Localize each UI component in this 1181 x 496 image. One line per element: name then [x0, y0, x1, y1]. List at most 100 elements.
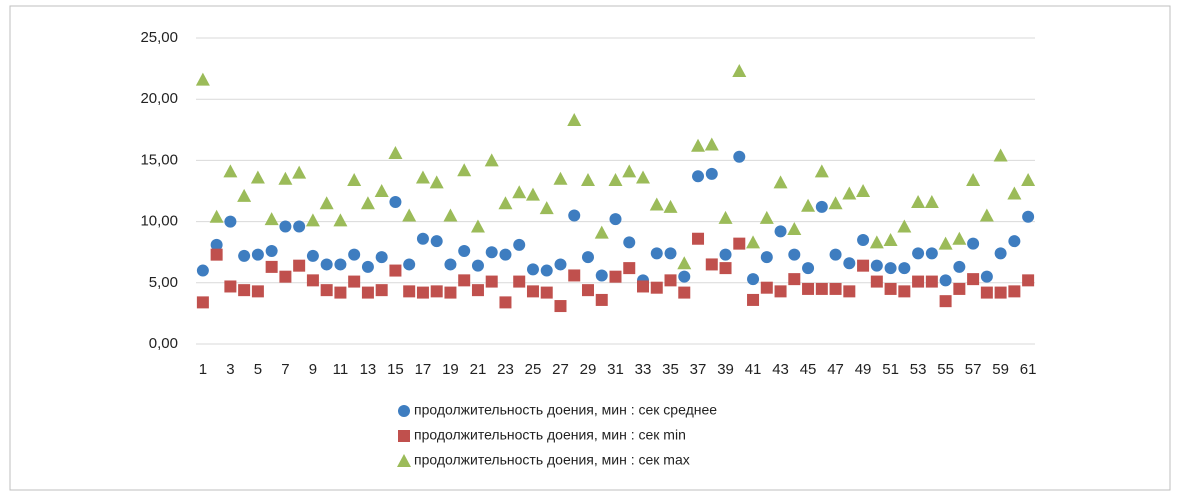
x-tick-label: 43	[772, 361, 789, 378]
marker-square	[650, 281, 663, 294]
marker-square	[843, 285, 856, 298]
marker-triangle	[801, 198, 816, 212]
marker-square	[513, 275, 526, 288]
x-tick-label: 41	[745, 361, 762, 378]
marker-triangle	[622, 164, 637, 178]
x-tick-label: 1	[199, 361, 207, 378]
marker-circle	[815, 200, 828, 213]
x-tick-label: 39	[717, 361, 734, 378]
marker-square	[540, 286, 553, 299]
marker-circle	[458, 244, 471, 257]
marker-circle	[650, 247, 663, 260]
marker-circle	[678, 270, 691, 283]
marker-circle	[857, 233, 870, 246]
marker-square	[760, 281, 773, 294]
marker-square	[774, 285, 787, 298]
marker-square	[802, 282, 815, 295]
marker-square	[403, 285, 416, 298]
marker-square	[306, 274, 319, 287]
marker-circle	[471, 259, 484, 272]
marker-circle	[967, 237, 980, 250]
marker-triangle	[397, 454, 411, 467]
marker-triangle	[209, 209, 224, 223]
marker-square	[581, 284, 594, 297]
marker-triangle	[580, 172, 595, 186]
marker-circle	[403, 258, 416, 271]
x-tick-label: 27	[552, 361, 569, 378]
x-tick-label: 33	[635, 361, 652, 378]
marker-triangle	[470, 219, 485, 233]
marker-circle	[444, 258, 457, 271]
marker-circle	[554, 258, 567, 271]
marker-square	[747, 293, 760, 306]
marker-square	[980, 286, 993, 299]
marker-circle	[238, 249, 251, 262]
marker-circle	[829, 248, 842, 261]
x-tick-label: 9	[309, 361, 317, 378]
marker-circle	[398, 405, 410, 417]
marker-square	[678, 286, 691, 299]
marker-triangle	[842, 186, 857, 200]
marker-square	[485, 275, 498, 288]
marker-triangle	[443, 208, 458, 222]
x-tick-label: 19	[442, 361, 459, 378]
x-tick-label: 55	[937, 361, 954, 378]
marker-triangle	[237, 188, 252, 202]
marker-triangle	[360, 196, 375, 210]
x-tick-label: 61	[1020, 361, 1037, 378]
marker-square	[705, 258, 718, 271]
x-tick-label: 37	[690, 361, 707, 378]
marker-triangle	[691, 138, 706, 152]
marker-triangle	[883, 232, 898, 246]
marker-triangle	[594, 225, 609, 239]
marker-square	[320, 284, 333, 297]
x-tick-label: 25	[525, 361, 542, 378]
marker-square	[939, 295, 952, 308]
marker-circle	[499, 248, 512, 261]
marker-circle	[375, 251, 388, 264]
x-tick-label: 23	[497, 361, 514, 378]
marker-square	[1022, 274, 1035, 287]
marker-square	[196, 296, 209, 309]
marker-triangle	[649, 197, 664, 211]
marker-circle	[513, 238, 526, 251]
x-tick-label: 13	[360, 361, 377, 378]
marker-square	[609, 270, 622, 283]
marker-circle	[334, 258, 347, 271]
marker-circle	[196, 264, 209, 277]
marker-square	[348, 275, 361, 288]
legend-label: продолжительность доения, мин : сек сред…	[414, 402, 717, 418]
marker-triangle	[402, 208, 417, 222]
x-tick-label: 29	[580, 361, 597, 378]
marker-triangle	[512, 185, 527, 199]
marker-square	[334, 286, 347, 299]
marker-triangle	[333, 213, 348, 227]
marker-square	[829, 282, 842, 295]
marker-circle	[719, 248, 732, 261]
x-tick-label: 5	[254, 361, 262, 378]
marker-square	[251, 285, 264, 298]
marker-triangle	[250, 170, 265, 184]
marker-square	[568, 269, 581, 282]
legend-label: продолжительность доения, мин : сек min	[414, 427, 686, 443]
marker-circle	[595, 269, 608, 282]
y-tick-label: 10,00	[140, 213, 178, 230]
marker-square	[210, 248, 223, 261]
x-tick-label: 45	[800, 361, 817, 378]
marker-circle	[939, 274, 952, 287]
x-tick-label: 31	[607, 361, 624, 378]
marker-square	[471, 284, 484, 297]
marker-triangle	[567, 113, 582, 127]
marker-circle	[265, 244, 278, 257]
marker-triangle	[388, 146, 403, 160]
marker-triangle	[938, 236, 953, 250]
marker-circle	[361, 260, 374, 273]
marker-square	[293, 259, 306, 272]
marker-square	[416, 286, 429, 299]
marker-circle	[306, 249, 319, 262]
marker-circle	[843, 257, 856, 270]
marker-square	[857, 259, 870, 272]
marker-triangle	[828, 196, 843, 210]
x-tick-label: 49	[855, 361, 872, 378]
marker-square	[1008, 285, 1021, 298]
